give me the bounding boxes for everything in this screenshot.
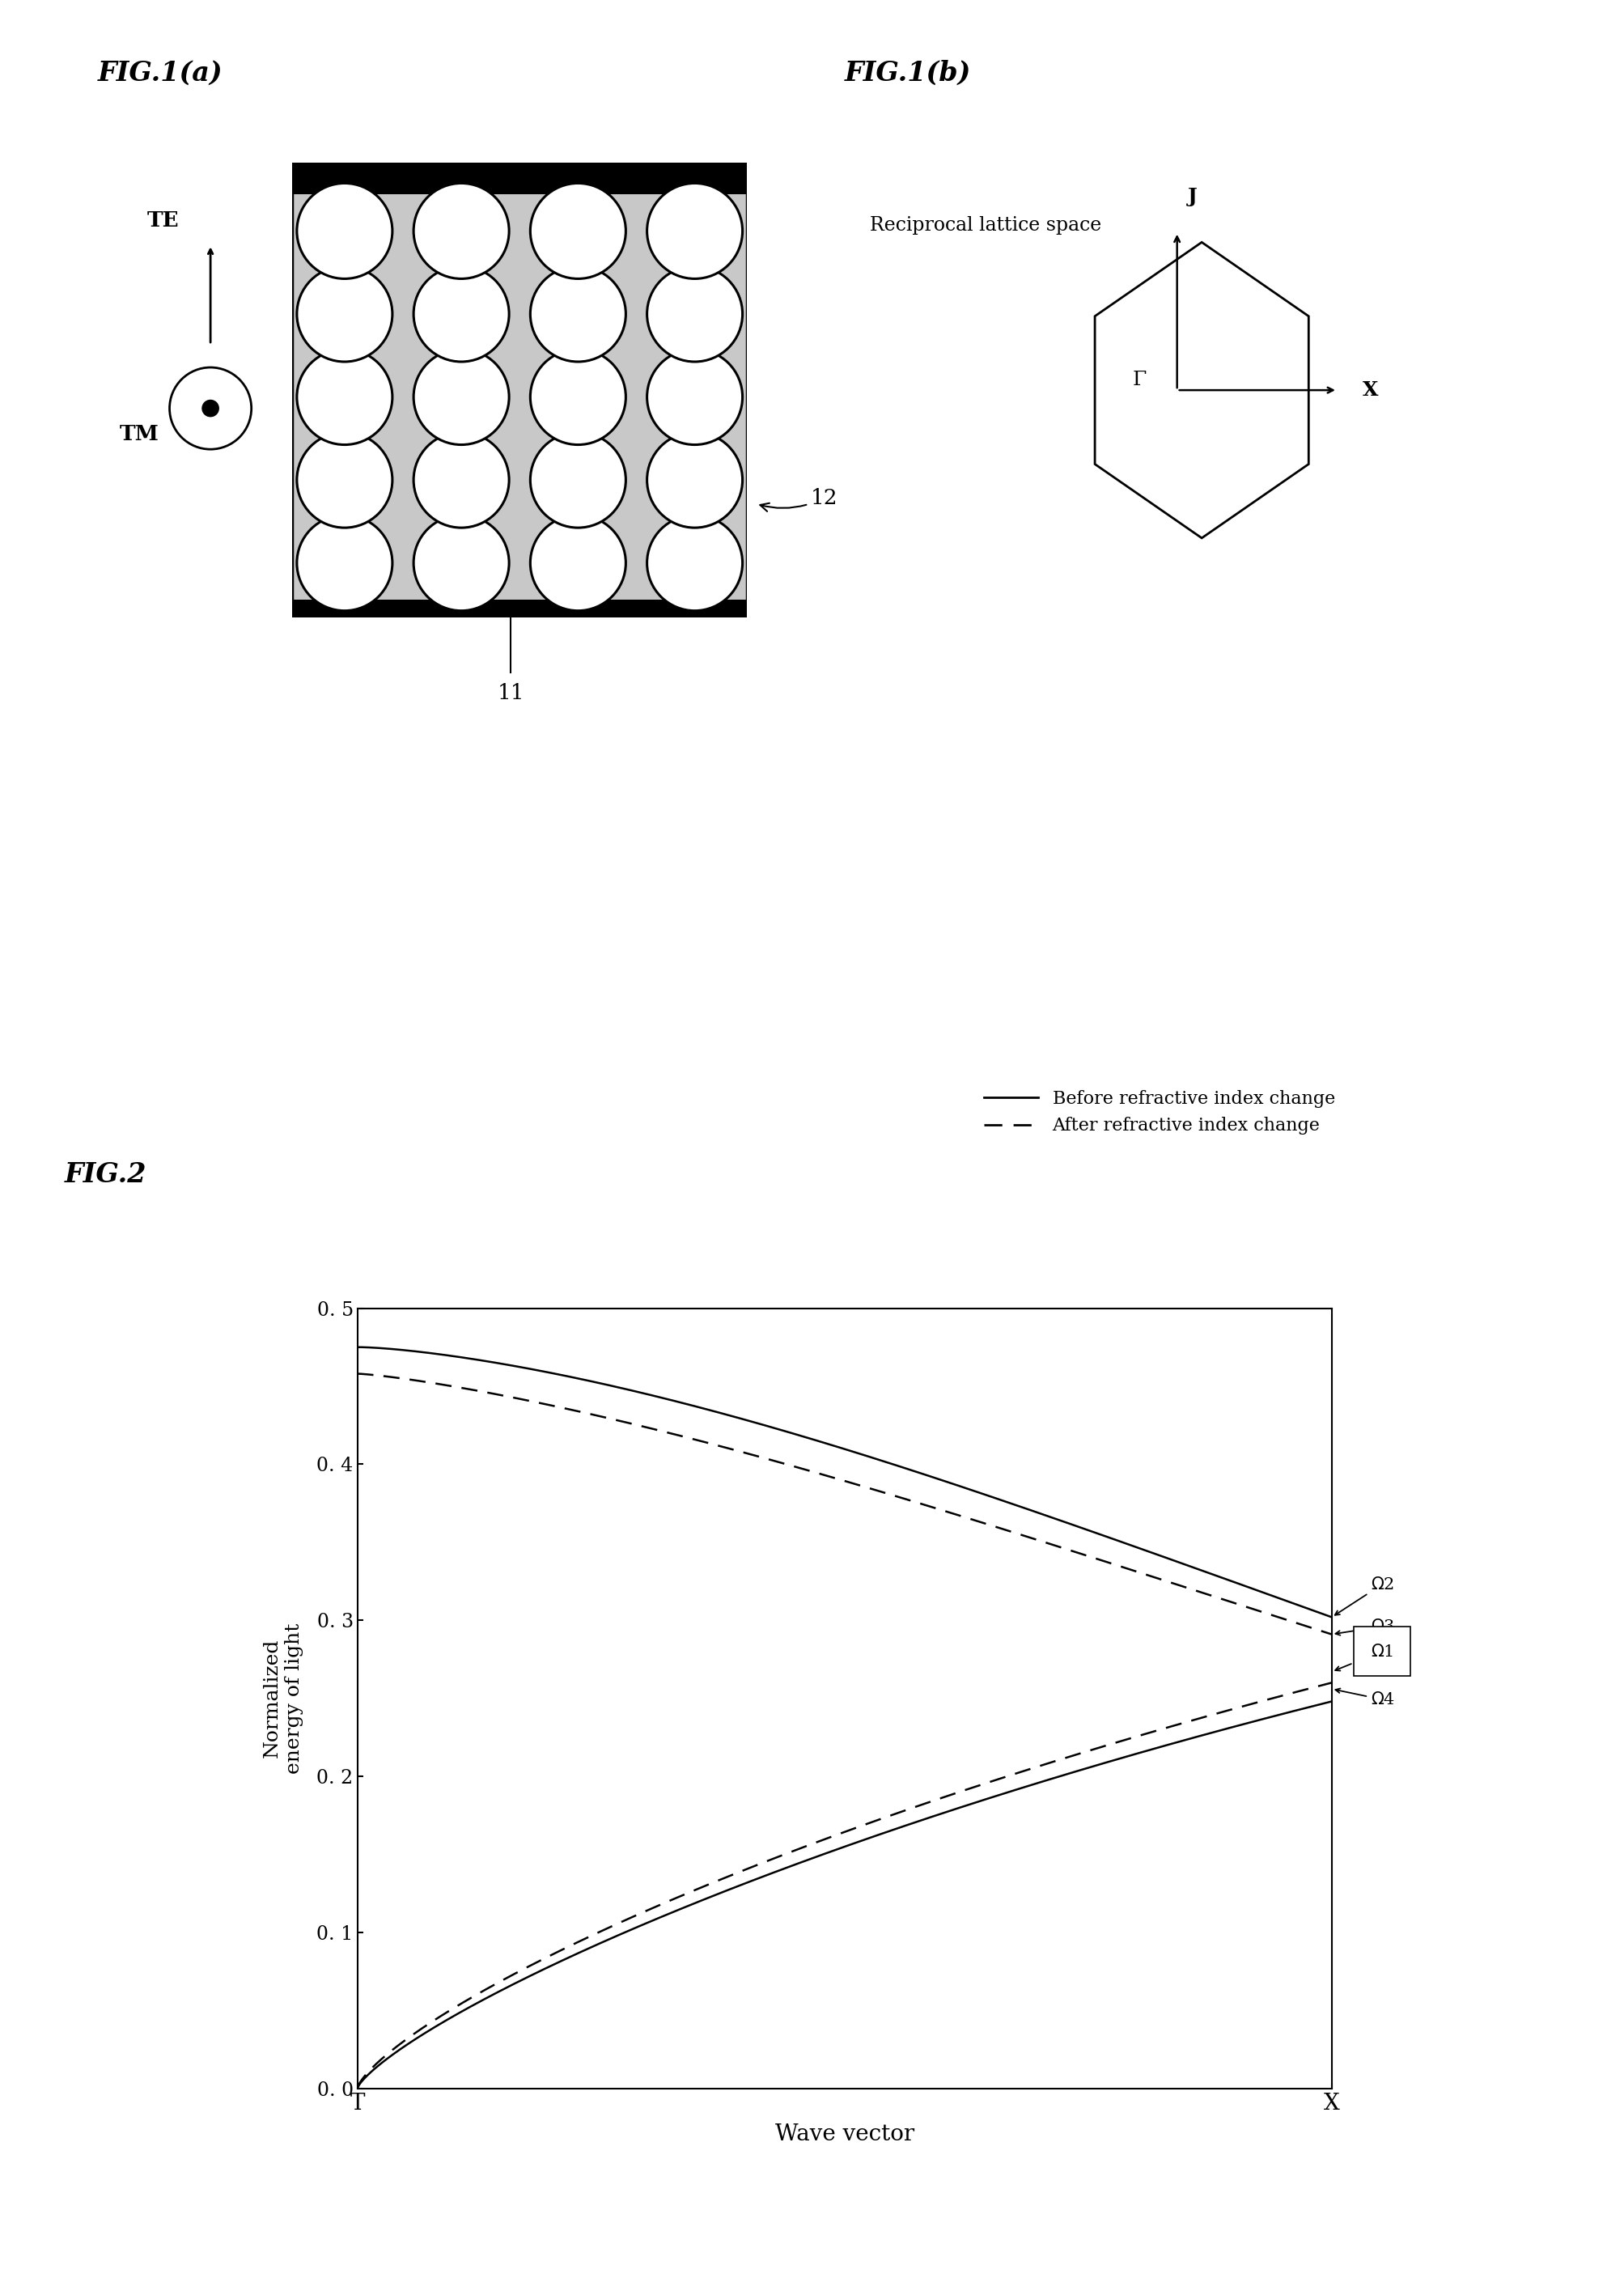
Circle shape: [531, 514, 625, 610]
Circle shape: [531, 431, 625, 528]
Circle shape: [646, 266, 742, 363]
Text: J: J: [1187, 188, 1197, 207]
Circle shape: [646, 349, 742, 445]
Circle shape: [297, 514, 393, 610]
Text: $\Omega$4: $\Omega$4: [1335, 1689, 1395, 1707]
Circle shape: [414, 349, 508, 445]
Circle shape: [203, 399, 219, 415]
Text: $\Omega$2: $\Omega$2: [1335, 1577, 1395, 1616]
Circle shape: [297, 349, 393, 445]
Circle shape: [297, 431, 393, 528]
Text: FIG.2: FIG.2: [65, 1161, 148, 1187]
Text: TE: TE: [146, 211, 179, 230]
Bar: [292, 163, 747, 195]
Circle shape: [414, 184, 508, 278]
Circle shape: [297, 184, 393, 278]
Text: 12: 12: [760, 487, 838, 512]
Text: X: X: [1363, 381, 1379, 399]
Text: Γ: Γ: [1132, 372, 1147, 390]
Circle shape: [646, 514, 742, 610]
Legend: Before refractive index change, After refractive index change: Before refractive index change, After re…: [978, 1083, 1341, 1143]
Circle shape: [531, 349, 625, 445]
Text: TM: TM: [120, 425, 159, 445]
Circle shape: [169, 367, 252, 450]
Circle shape: [531, 266, 625, 363]
Text: $\Omega$3: $\Omega$3: [1335, 1618, 1395, 1636]
Circle shape: [646, 431, 742, 528]
Circle shape: [531, 184, 625, 278]
Circle shape: [414, 266, 508, 363]
Text: Reciprocal lattice space: Reciprocal lattice space: [870, 216, 1101, 234]
Text: $\Omega$1: $\Omega$1: [1335, 1643, 1393, 1671]
Text: FIG.1(b): FIG.1(b): [844, 60, 971, 85]
Bar: [292, 599, 747, 617]
Polygon shape: [1095, 243, 1309, 537]
Circle shape: [646, 184, 742, 278]
Circle shape: [414, 431, 508, 528]
Y-axis label: Normalized
energy of light: Normalized energy of light: [263, 1623, 304, 1774]
Circle shape: [297, 266, 393, 363]
Text: 11: 11: [497, 684, 525, 705]
X-axis label: Wave vector: Wave vector: [775, 2123, 914, 2146]
Circle shape: [414, 514, 508, 610]
Text: FIG.1(a): FIG.1(a): [97, 60, 222, 85]
